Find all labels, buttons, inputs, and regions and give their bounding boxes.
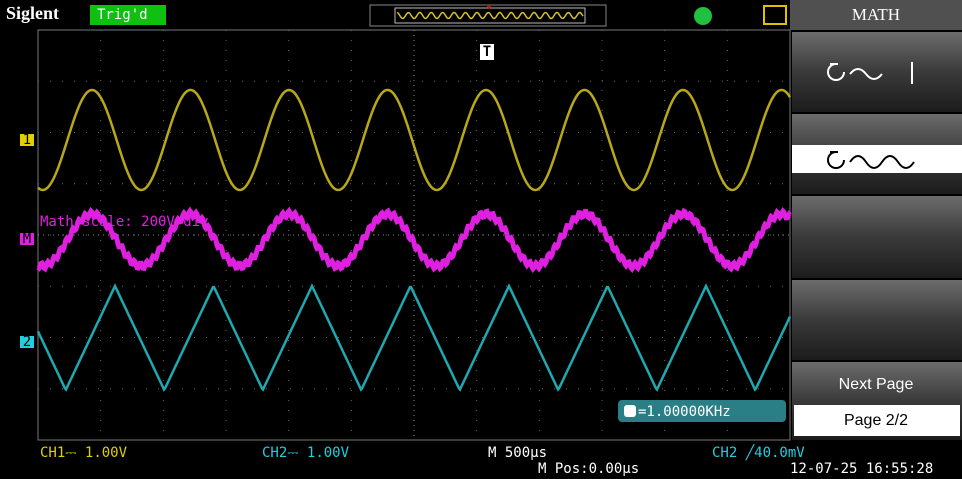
page-box[interactable] [794,405,960,436]
frequency: =1.00000KHz [638,404,731,420]
memory-window [394,7,586,24]
frequency-box [618,400,786,422]
ch1-marker-box [20,134,34,146]
menu-selection[interactable] [792,145,962,173]
ch2-marker: 2 [23,334,31,350]
grid [38,30,790,440]
trigger-marker-box [480,44,494,60]
trigger-status: Trig'd [97,7,148,23]
waveforms [36,88,792,392]
menu-button[interactable] [792,32,962,112]
menu-header [790,0,962,30]
trigger-position-marker [486,5,492,9]
menu-button[interactable] [792,280,962,360]
next-page[interactable]: Next Page [839,376,914,393]
invert-on-icon [827,151,915,169]
math-scale: Math scale: 200V/div [40,214,209,230]
status-icon [694,7,712,25]
ch1-scale: CH1⎓ 1.00V [40,445,128,461]
math-trace [36,206,792,274]
ch2-marker-box [20,336,34,348]
ch2-trace [36,283,792,392]
menu-title: MATH [852,5,900,24]
ch1-marker: 1 [23,132,31,148]
math-marker-box [20,233,34,245]
datetime: 12-07-25 16:55:28 [790,461,933,477]
invert-off-icon [827,62,913,84]
trigger-marker: T [483,44,491,60]
usb-icon [763,5,787,25]
overview-wave [396,11,584,20]
ch2-scale: CH2⎓ 1.00V [262,445,350,461]
frequency-icon [624,405,636,417]
status-badge [90,5,166,25]
ch1-trace [37,88,792,192]
math-marker: M [23,231,31,247]
menu-button[interactable] [792,196,962,278]
trigger-setting: CH2 ╱40.0mV [712,444,805,461]
brand: Siglent [6,3,59,23]
page-indicator[interactable]: Page 2/2 [844,412,908,429]
timebase: M 500µs [488,445,547,461]
position: M Pos:0.00µs [538,461,639,477]
